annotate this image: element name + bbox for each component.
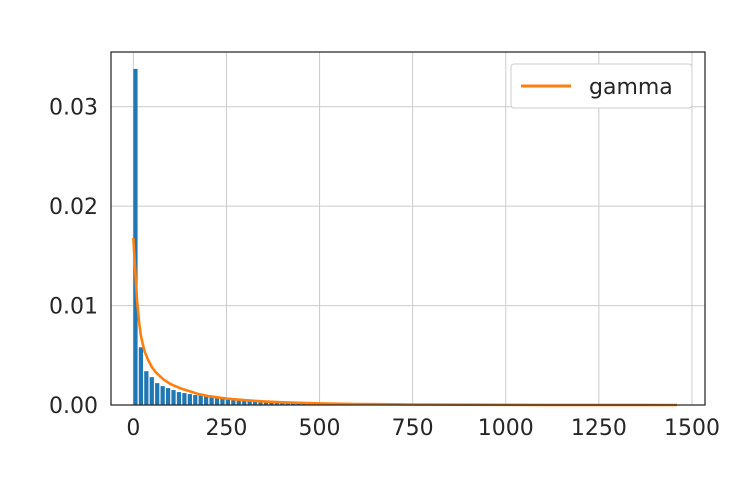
histogram-bar xyxy=(285,403,290,405)
x-tick-label: 750 xyxy=(392,416,434,441)
legend-label-gamma: gamma xyxy=(589,75,673,100)
legend-box xyxy=(510,63,693,109)
series-line-gamma xyxy=(132,237,678,407)
histogram-bar xyxy=(214,398,220,405)
plot-frame xyxy=(110,51,706,406)
histogram-bar xyxy=(155,383,160,405)
histogram-bar xyxy=(280,403,285,405)
histogram-bar xyxy=(193,395,198,405)
x-tick-label: 1000 xyxy=(478,416,534,441)
histogram-bars xyxy=(133,68,459,405)
x-tick-label: 0 xyxy=(126,416,140,441)
histogram-bar xyxy=(231,400,236,405)
x-tick-label: 1500 xyxy=(664,416,720,441)
x-axis-ticks: 0 250 500 750 1000 1250 1500 xyxy=(126,416,720,441)
y-tick-label: 0.02 xyxy=(49,195,98,220)
histogram-bar xyxy=(236,400,241,405)
histogram-bar xyxy=(291,403,296,405)
histogram-bar xyxy=(171,390,176,405)
histogram-bar xyxy=(209,397,214,405)
grid-layer xyxy=(111,52,705,406)
histogram-bar xyxy=(242,401,247,405)
legend: gamma xyxy=(510,63,693,109)
y-axis-ticks: 0.00 0.01 0.02 0.03 xyxy=(49,96,98,419)
y-tick-label: 0.03 xyxy=(49,96,98,121)
histogram-bar xyxy=(258,402,263,405)
histogram-bar xyxy=(133,68,138,405)
y-tick-label: 0.01 xyxy=(49,295,98,320)
histogram-bar xyxy=(182,393,187,405)
histogram-bar xyxy=(274,403,279,405)
series-lines xyxy=(132,237,678,407)
histogram-bar xyxy=(225,399,231,405)
histogram-bar xyxy=(138,347,144,405)
histogram-bar xyxy=(204,396,209,405)
histogram-bar xyxy=(176,392,182,405)
x-tick-label: 500 xyxy=(299,416,341,441)
y-tick-label: 0.00 xyxy=(49,394,98,419)
histogram-bar xyxy=(144,371,149,405)
x-tick-label: 1250 xyxy=(571,416,627,441)
histogram-bar xyxy=(247,401,252,405)
histogram-bar xyxy=(252,402,258,405)
histogram-bar xyxy=(165,388,171,405)
histogram-bar xyxy=(296,403,301,405)
histogram-bar xyxy=(220,399,225,405)
histogram-bar xyxy=(160,386,165,405)
x-tick-label: 250 xyxy=(205,416,247,441)
histogram-bar xyxy=(149,377,154,405)
histogram-bar xyxy=(263,402,269,405)
histogram-bar xyxy=(198,394,203,405)
histogram-bar xyxy=(187,394,192,405)
histogram-bar xyxy=(269,402,274,405)
